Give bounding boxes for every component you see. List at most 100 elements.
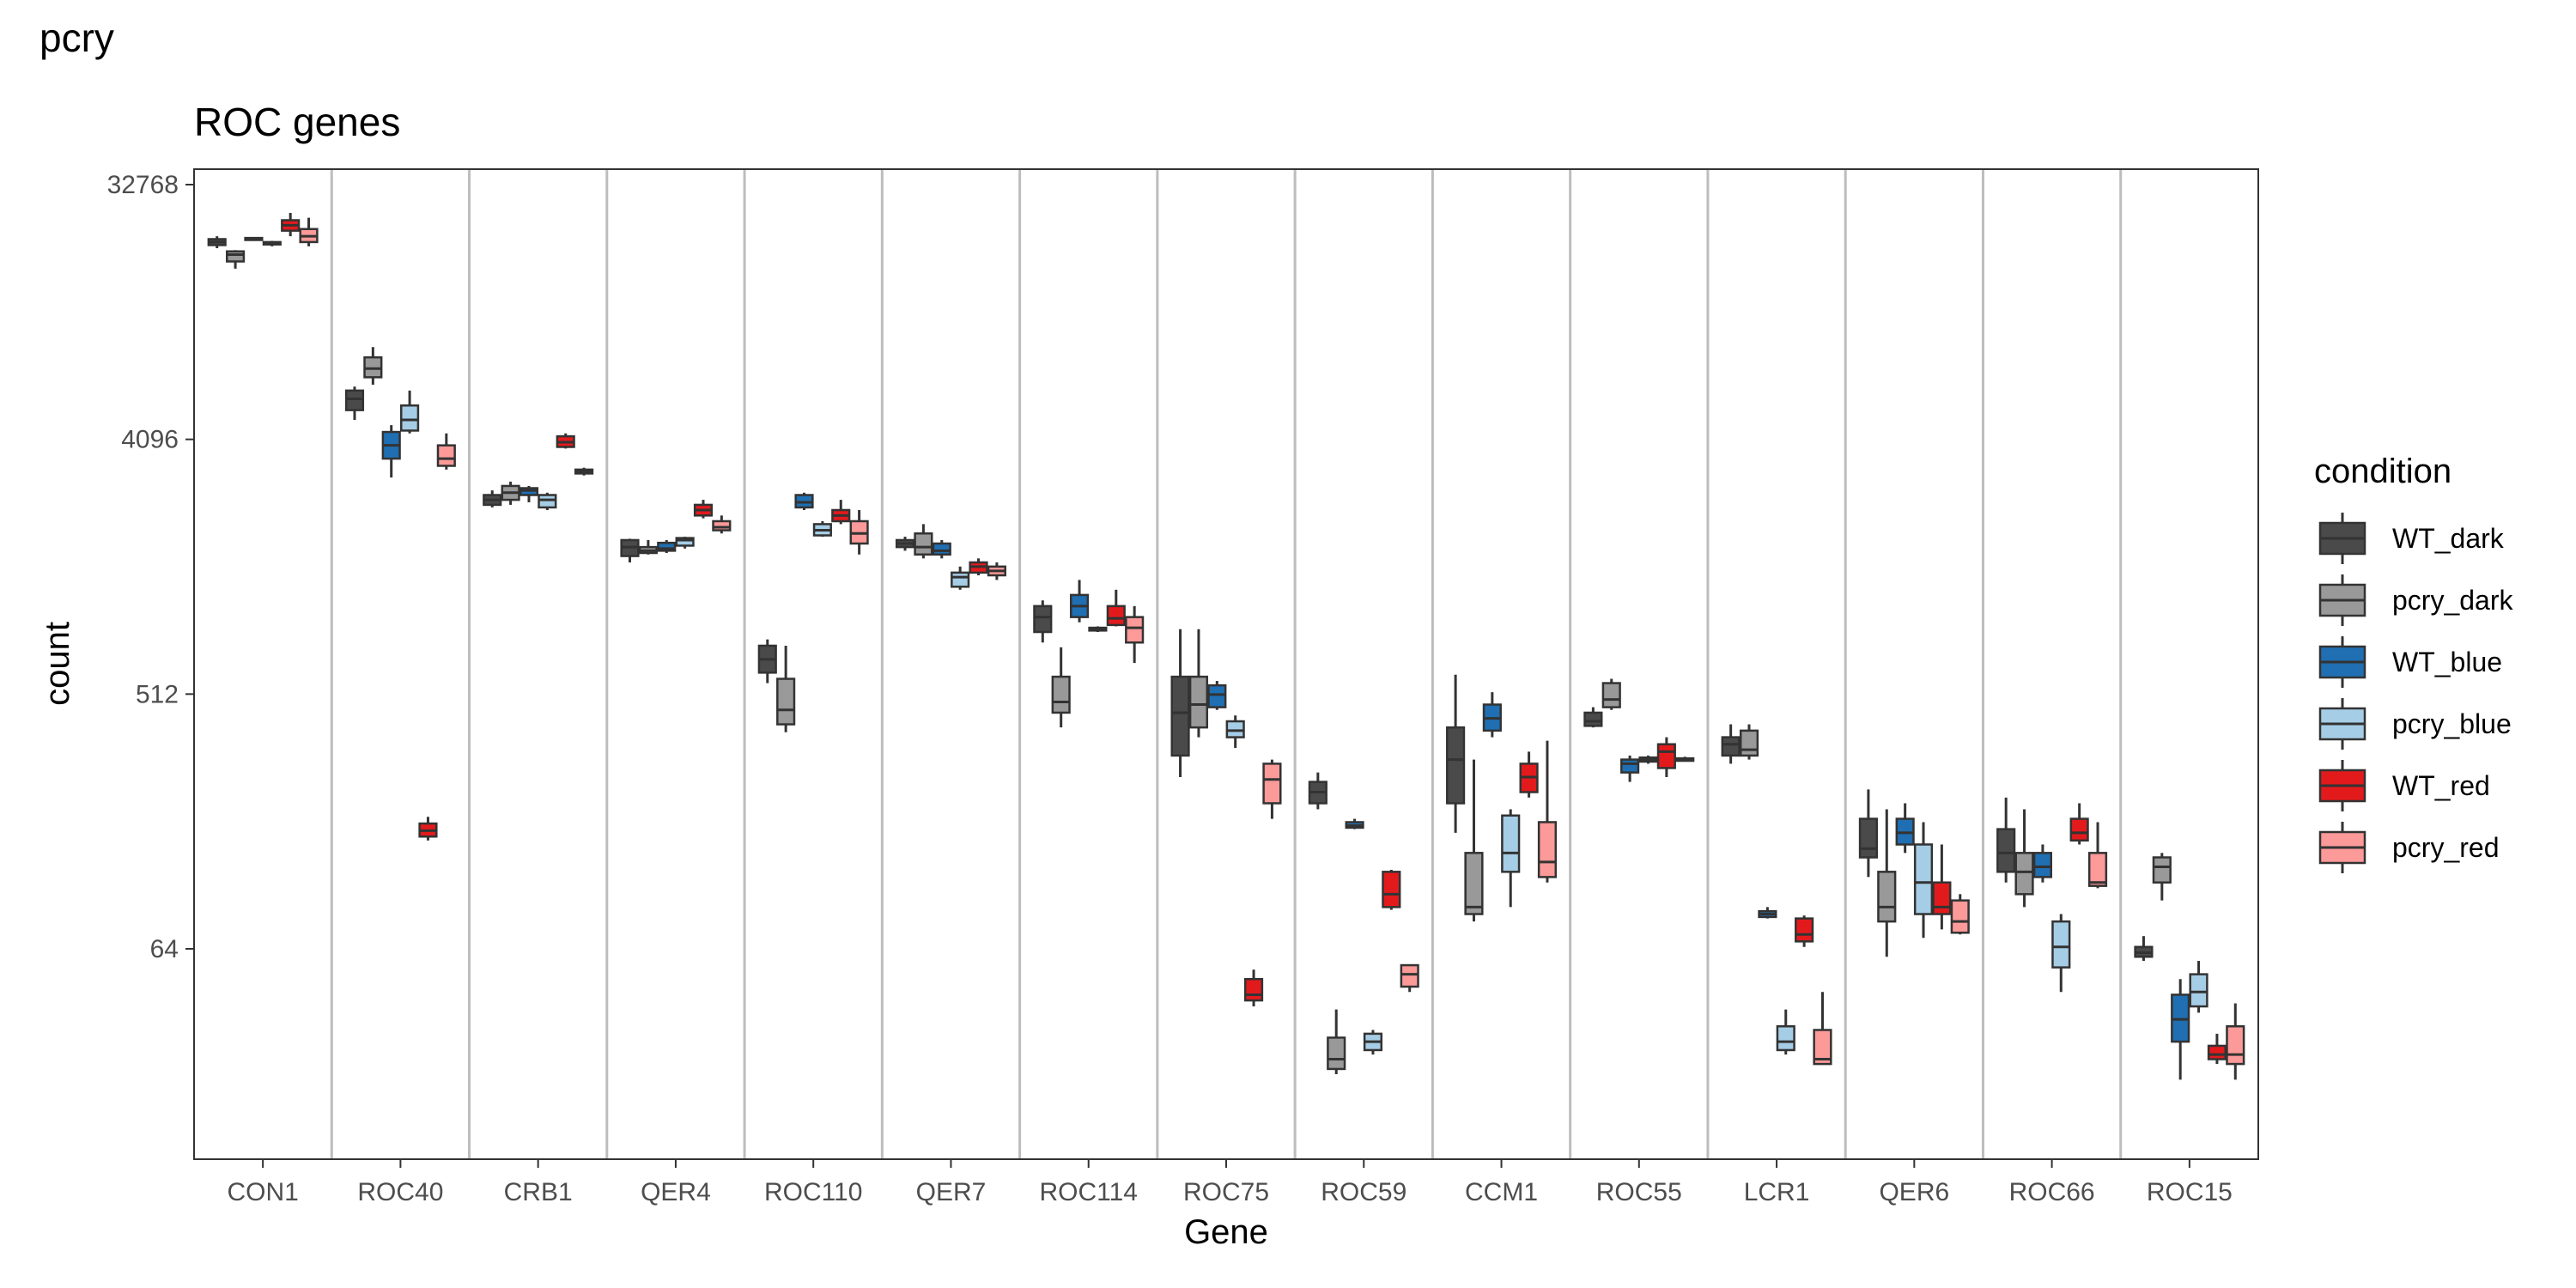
box-WT_blue-QER4 <box>657 539 677 554</box>
box-pcry_dark-ROC110 <box>776 645 796 732</box>
y-tick-label: 4096 <box>121 426 179 454</box>
legend-entry-WT_dark: WT_dark <box>2318 513 2505 564</box>
box-body <box>1932 881 1952 915</box>
x-tick-label: ROC114 <box>1039 1178 1138 1206</box>
box-pcry_dark-ROC55 <box>1601 678 1621 710</box>
box-body <box>1207 683 1227 708</box>
box-WT_red-CCM1 <box>1519 751 1539 798</box>
box-pcry_red-QER6 <box>1950 894 1970 935</box>
x-tick-label: CCM1 <box>1465 1178 1538 1206</box>
box-body <box>1170 675 1190 757</box>
legend-label: WT_red <box>2392 770 2490 801</box>
box-WT_dark-CRB1 <box>483 490 502 507</box>
legend-entry-pcry_red: pcry_red <box>2318 822 2500 873</box>
box-body <box>1950 899 1970 934</box>
box-WT_blue-LCR1 <box>1758 907 1777 919</box>
box-WT_blue-CON1 <box>244 236 264 241</box>
box-pcry_red-CON1 <box>299 217 319 246</box>
x-tick-label: ROC110 <box>764 1178 863 1206</box>
box-WT_red-QER4 <box>693 500 714 519</box>
box-pcry_red-CRB1 <box>574 467 594 476</box>
box-body <box>1996 828 2016 873</box>
box-body <box>1877 871 1897 923</box>
box-WT_dark-ROC55 <box>1583 707 1603 728</box>
box-WT_dark-QER4 <box>620 538 640 562</box>
box-body <box>1537 821 1558 878</box>
box-body <box>1601 682 1621 708</box>
box-pcry_dark-QER4 <box>638 539 658 555</box>
box-WT_dark-LCR1 <box>1721 724 1741 764</box>
legend-label: WT_dark <box>2392 523 2505 554</box>
x-tick-label: ROC40 <box>357 1178 443 1206</box>
box-WT_blue-ROC15 <box>2171 979 2190 1080</box>
box-body <box>2226 1024 2245 1066</box>
box-WT_red-ROC75 <box>1243 969 1264 1007</box>
box-pcry_dark-QER6 <box>1877 809 1897 957</box>
box-WT_dark-ROC15 <box>2134 936 2154 962</box>
box-body <box>1795 917 1814 943</box>
box-body <box>1382 871 1401 908</box>
box-WT_blue-ROC55 <box>1620 755 1640 782</box>
box-pcry_blue-ROC55 <box>1638 755 1658 764</box>
box-body <box>436 444 456 467</box>
box-body <box>2087 852 2108 887</box>
x-tick-label: ROC66 <box>2009 1178 2095 1206</box>
box-body <box>1051 675 1071 714</box>
box-pcry_red-QER7 <box>987 562 1006 580</box>
box-body <box>1464 852 1484 915</box>
x-tick-label: QER4 <box>641 1178 711 1206</box>
chart-title: ROC genes <box>194 100 400 144</box>
box-pcry_red-ROC66 <box>2087 822 2108 889</box>
box-body <box>1813 1029 1832 1066</box>
box-body <box>1776 1024 1795 1052</box>
box-body <box>2189 973 2208 1008</box>
box-pcry_red-ROC75 <box>1262 759 1282 819</box>
box-pcry_blue-ROC40 <box>400 390 420 434</box>
box-body <box>1620 758 1640 774</box>
box-body <box>2051 920 2071 969</box>
x-tick-label: QER6 <box>1879 1178 1949 1206</box>
box-body <box>1721 736 1741 757</box>
box-WT_red-CON1 <box>281 213 301 237</box>
box-body <box>1188 675 1209 729</box>
y-axis: 64 512 4096 32768 <box>107 171 194 963</box>
box-WT_blue-ROC75 <box>1207 681 1227 710</box>
x-tick-label: QER7 <box>916 1178 987 1206</box>
box-pcry_blue-CRB1 <box>538 492 557 510</box>
x-tick-label: LCR1 <box>1744 1178 1810 1206</box>
box-body <box>344 389 365 411</box>
box-WT_blue-ROC40 <box>381 425 401 478</box>
box-body <box>1913 843 1934 915</box>
legend-label: WT_blue <box>2392 647 2502 677</box>
plot-panel-border <box>193 168 2259 1160</box>
box-body <box>2152 856 2172 884</box>
box-pcry_dark-LCR1 <box>1739 724 1759 760</box>
box-WT_dark-QER6 <box>1858 789 1878 878</box>
box-pcry_blue-ROC110 <box>812 520 832 538</box>
box-pcry_blue-QER7 <box>951 566 970 590</box>
x-tick-label: ROC15 <box>2147 1178 2233 1206</box>
box-WT_dark-CCM1 <box>1446 674 1466 833</box>
box-WT_red-QER6 <box>1932 844 1952 930</box>
box-WT_blue-CRB1 <box>519 485 539 502</box>
box-pcry_dark-CRB1 <box>501 481 520 505</box>
box-WT_blue-ROC114 <box>1069 580 1090 623</box>
box-body <box>675 537 695 547</box>
box-WT_dark-CON1 <box>207 236 227 249</box>
x-tick-label: ROC59 <box>1321 1178 1406 1206</box>
box-pcry_dark-CCM1 <box>1464 759 1484 922</box>
box-WT_red-ROC110 <box>831 500 851 525</box>
legend: condition WT_dark pcry_dark WT_blue pcry_bl… <box>2314 453 2514 873</box>
legend-label: pcry_red <box>2392 832 2500 863</box>
box-pcry_dark-CON1 <box>226 250 246 269</box>
box-WT_red-ROC40 <box>418 817 438 841</box>
box-WT_dark-QER7 <box>895 537 915 551</box>
box-WT_blue-QER6 <box>1895 803 1915 854</box>
box-body <box>914 532 933 556</box>
box-pcry_blue-ROC75 <box>1225 715 1245 748</box>
gene-separators <box>330 169 2123 1159</box>
box-WT_dark-ROC110 <box>757 639 777 683</box>
box-WT_dark-ROC59 <box>1308 772 1327 810</box>
legend-entry-pcry_blue: pcry_blue <box>2318 698 2512 750</box>
